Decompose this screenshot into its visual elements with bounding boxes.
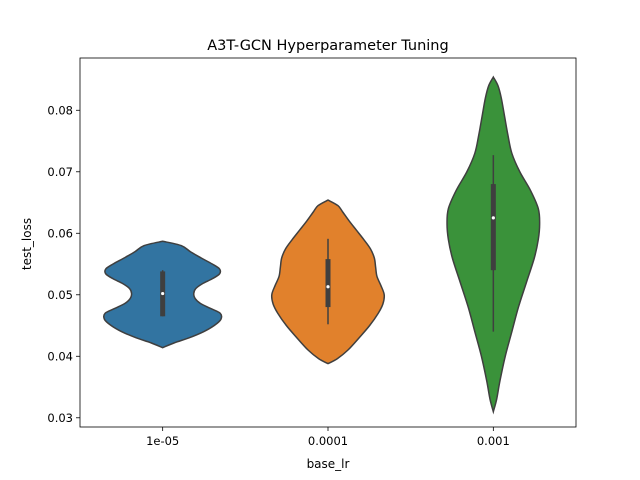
x-tick-label: 1e-05 — [146, 434, 179, 448]
y-tick-label: 0.07 — [47, 165, 73, 179]
x-tick-label: 0.001 — [477, 434, 510, 448]
violin-iqr-box-0.001 — [490, 184, 496, 271]
plot-area: 0.03 0.04 0.05 0.06 0.07 0.08 1e-05 0.0001 0.001 — [47, 57, 577, 448]
y-tick-label: 0.08 — [47, 103, 73, 117]
violin-median-1e-05 — [161, 291, 165, 296]
axes-frame — [79, 57, 577, 428]
chart-title: A3T-GCN Hyperparameter Tuning — [207, 38, 448, 54]
violin-median-0.001 — [491, 216, 495, 220]
y-tick-label: 0.03 — [47, 411, 73, 425]
y-tick-label: 0.05 — [47, 288, 73, 302]
y-axis-label: test_loss — [20, 218, 34, 270]
x-axis-label: base_lr — [307, 457, 350, 471]
violin-median-0.0001 — [326, 285, 330, 289]
violin-iqr-box-0.0001 — [325, 259, 331, 308]
y-tick-label: 0.04 — [47, 349, 73, 363]
y-tick-label: 0.06 — [47, 226, 73, 240]
x-tick-label: 0.0001 — [308, 434, 348, 448]
